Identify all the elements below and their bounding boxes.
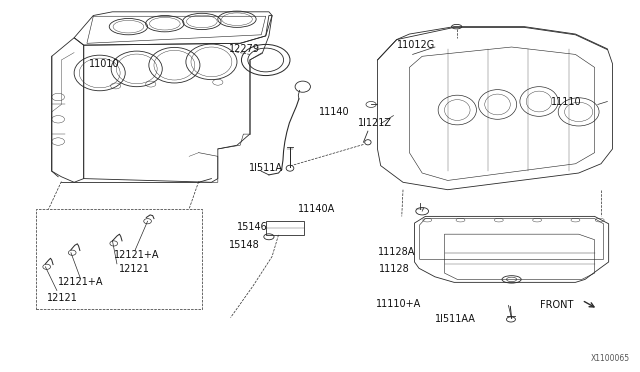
Text: 12279: 12279 xyxy=(229,44,260,54)
Text: 12121+A: 12121+A xyxy=(58,278,104,287)
Text: 11140: 11140 xyxy=(319,107,349,117)
Text: 11128A: 11128A xyxy=(378,247,415,257)
Text: 11012G: 11012G xyxy=(397,40,435,50)
Text: 11110: 11110 xyxy=(551,96,582,106)
Text: 1l121Z: 1l121Z xyxy=(358,118,392,128)
Text: 1l511A: 1l511A xyxy=(248,163,282,173)
Text: 15148: 15148 xyxy=(229,240,260,250)
Text: 11128: 11128 xyxy=(379,264,410,275)
Text: FRONT: FRONT xyxy=(540,300,573,310)
Text: 12121+A: 12121+A xyxy=(115,250,160,260)
Text: X1100065: X1100065 xyxy=(591,354,630,363)
Text: 1l511AA: 1l511AA xyxy=(435,314,476,324)
Text: 11010: 11010 xyxy=(89,60,120,70)
Text: 12121: 12121 xyxy=(47,293,78,303)
Text: 15146: 15146 xyxy=(237,222,268,232)
Text: 12121: 12121 xyxy=(119,264,150,275)
Text: 11110+A: 11110+A xyxy=(376,299,421,309)
Text: 11140A: 11140A xyxy=(298,204,335,214)
